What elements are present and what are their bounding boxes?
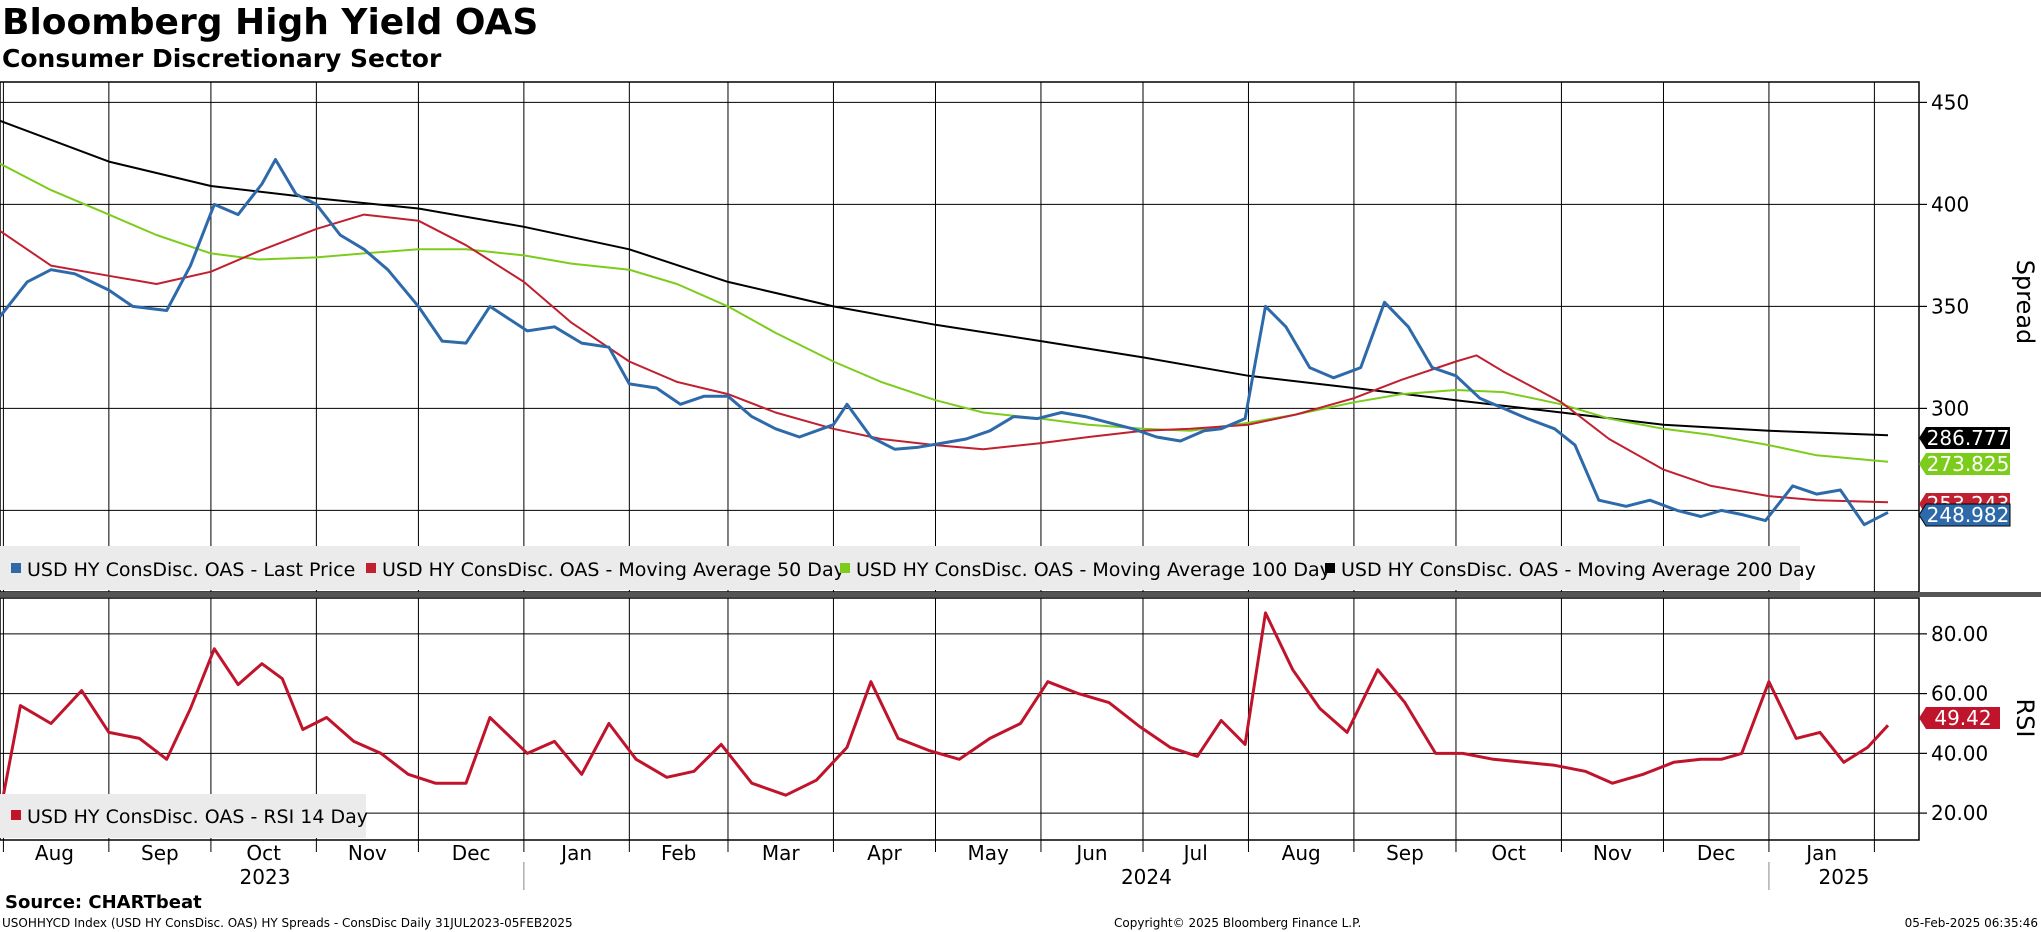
copyright: Copyright© 2025 Bloomberg Finance L.P.	[1114, 916, 1361, 930]
x-month-label: Mar	[762, 841, 801, 865]
y-axis-label-spread: Spread	[2011, 260, 2039, 345]
x-year-label: 2023	[240, 865, 291, 889]
legend-label-ma50: USD HY ConsDisc. OAS - Moving Average 50…	[382, 559, 845, 581]
x-month-label: Dec	[1697, 841, 1736, 865]
x-month-label: Aug	[1282, 841, 1321, 865]
series-line-ma200	[0, 119, 1889, 437]
x-month-label: Aug	[35, 841, 74, 865]
x-month-label: Jan	[559, 841, 592, 865]
legend-swatch-ma50	[366, 563, 376, 573]
lower-plot-frame	[0, 597, 1920, 841]
y-tick-label-spread: 400	[1931, 192, 1969, 216]
y-tick-label-rsi: 40.00	[1931, 741, 1988, 765]
y-axis-label-rsi: RSI	[2011, 699, 2039, 738]
tag-ma100-value: 273.825	[1927, 452, 2010, 476]
source-label: Source: CHARTbeat	[5, 892, 202, 913]
legend-swatch-ma200	[1325, 563, 1335, 573]
legend-swatch-ma100	[840, 563, 850, 573]
page-subtitle: Consumer Discretionary Sector	[2, 44, 442, 73]
x-month-label: Sep	[141, 841, 179, 865]
legend-label-rsi: USD HY ConsDisc. OAS - RSI 14 Day	[27, 806, 368, 828]
x-month-label: Nov	[1593, 841, 1632, 865]
tag-ma100-box	[1919, 453, 2010, 475]
page-title: Bloomberg High Yield OAS	[2, 2, 539, 43]
legend-label-ma100: USD HY ConsDisc. OAS - Moving Average 10…	[856, 559, 1331, 581]
x-year-label: 2024	[1121, 865, 1172, 889]
index-info: USOHHYCD Index (USD HY ConsDisc. OAS) HY…	[2, 916, 573, 930]
x-month-label: Feb	[661, 841, 696, 865]
x-month-label: Oct	[246, 841, 281, 865]
x-month-label: May	[968, 841, 1010, 865]
x-month-label: Jan	[1804, 841, 1837, 865]
series-line-ma50	[0, 213, 1889, 504]
upper-plot-frame	[0, 81, 1920, 593]
legend-swatch-last-price	[11, 563, 21, 573]
upper-legend-box	[0, 546, 1800, 590]
x-axis: Aug Sep Oct Nov Dec Jan Feb Mar Apr May Jun Jul Aug S…	[2, 840, 1875, 890]
tag-ma200-box	[1919, 427, 2010, 449]
tag-ma200-value: 286.777	[1927, 426, 2010, 450]
y-tick-label-spread: 450	[1931, 90, 1969, 114]
panel-divider	[0, 592, 2041, 597]
x-month-label: Jul	[1182, 841, 1208, 865]
tag-rsi-value: 49.42	[1934, 706, 1991, 730]
series-line-rsi	[0, 611, 1890, 814]
x-month-label: Nov	[348, 841, 387, 865]
y-tick-label-spread: 350	[1931, 294, 1969, 318]
x-month-label: Jun	[1074, 841, 1107, 865]
y-tick-label-rsi: 20.00	[1931, 801, 1988, 825]
tag-rsi-box	[1919, 707, 2000, 729]
legend-swatch-rsi	[11, 810, 21, 820]
upper-series-layer	[0, 119, 1889, 527]
series-line-last-price	[0, 158, 1889, 527]
timestamp: 05-Feb-2025 06:35:46	[1905, 916, 2038, 930]
x-year-label: 2025	[1819, 865, 1870, 889]
lower-legend-box	[0, 794, 366, 838]
y-tick-label-rsi: 60.00	[1931, 682, 1988, 706]
tag-last-price-value: 248.982	[1927, 503, 2010, 527]
lower-series-layer	[0, 611, 1890, 814]
x-month-label: Dec	[452, 841, 491, 865]
legend-label-ma200: USD HY ConsDisc. OAS - Moving Average 20…	[1341, 559, 1816, 581]
tag-last-price-box	[1918, 503, 2011, 527]
y-tick-label-rsi: 80.00	[1931, 622, 1988, 646]
x-month-label: Sep	[1386, 841, 1424, 865]
x-month-label: Oct	[1491, 841, 1526, 865]
value-tags: 286.777 273.825 253.243 248.982 49.42	[1918, 426, 2011, 730]
grid: 300 350 400 450 20.00 40.00 60.00 80.00	[0, 82, 1988, 840]
y-tick-label-spread: 300	[1931, 396, 1969, 420]
x-month-label: Apr	[867, 841, 902, 865]
legend-label-last-price: USD HY ConsDisc. OAS - Last Price	[27, 559, 355, 581]
series-line-ma100	[0, 162, 1889, 463]
